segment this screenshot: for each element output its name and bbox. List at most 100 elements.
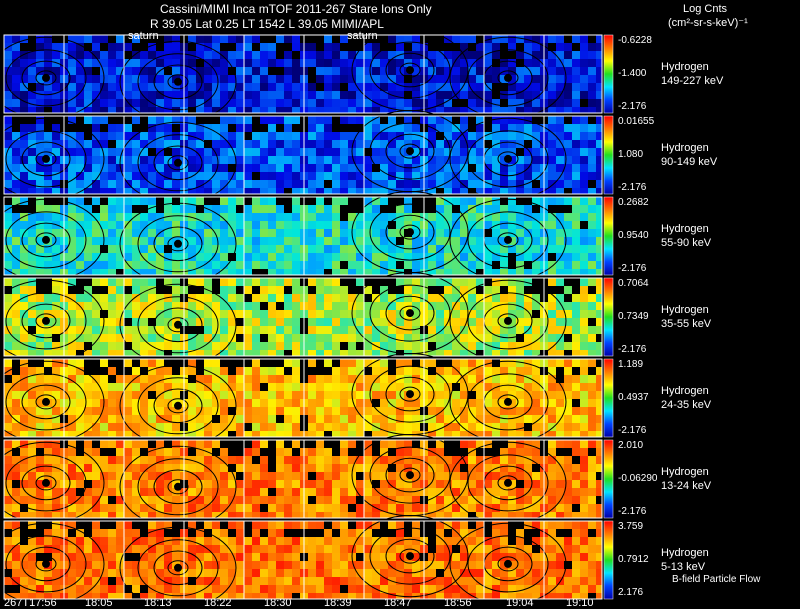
heatmap-cell	[100, 67, 108, 75]
heatmap-cell	[508, 375, 516, 383]
heatmap-cell	[348, 529, 356, 537]
contour-line	[385, 295, 435, 331]
heatmap-cell	[132, 59, 140, 67]
heatmap-cell	[28, 488, 36, 496]
heatmap-cell	[188, 407, 196, 415]
heatmap-cell	[28, 431, 36, 437]
heatmap-cell	[484, 440, 492, 448]
heatmap-cell	[148, 91, 156, 99]
heatmap-cell	[164, 188, 172, 194]
heatmap-cell	[44, 383, 52, 391]
heatmap-cell	[340, 172, 348, 180]
heatmap-cell	[284, 213, 292, 221]
heatmap-cell	[548, 318, 556, 326]
heatmap-cell	[516, 318, 524, 326]
heatmap-cell	[340, 375, 348, 383]
heatmap-cell	[252, 334, 260, 342]
heatmap-cell	[156, 237, 164, 245]
heatmap-cell	[548, 585, 556, 593]
heatmap-cell	[252, 75, 260, 83]
heatmap-cell	[508, 245, 516, 253]
heatmap-cell	[284, 91, 292, 99]
heatmap-cell	[84, 569, 92, 577]
heatmap-cell	[596, 423, 602, 431]
heatmap-cell	[28, 302, 36, 310]
heatmap-cell	[108, 237, 116, 245]
heatmap-cell	[340, 488, 348, 496]
heatmap-cell	[100, 456, 108, 464]
heatmap-cell	[76, 164, 84, 172]
heatmap-cell	[580, 423, 588, 431]
heatmap-cell	[324, 577, 332, 585]
heatmap-cell	[492, 188, 500, 194]
heatmap-cell	[76, 172, 84, 180]
heatmap-cell	[380, 261, 388, 269]
heatmap-cell	[12, 496, 20, 504]
heatmap-cell	[36, 124, 44, 132]
heatmap-cell	[436, 375, 444, 383]
heatmap-cell	[476, 229, 484, 237]
heatmap-cell	[572, 156, 580, 164]
heatmap-cell	[388, 245, 396, 253]
heatmap-cell	[36, 440, 44, 448]
heatmap-cell	[92, 245, 100, 253]
heatmap-cell	[548, 124, 556, 132]
heatmap-cell	[4, 480, 12, 488]
heatmap-cell	[324, 286, 332, 294]
heatmap-cell	[244, 180, 252, 188]
heatmap-cell	[68, 593, 76, 599]
heatmap-cell	[364, 91, 372, 99]
heatmap-cell	[236, 213, 244, 221]
heatmap-cell	[508, 213, 516, 221]
heatmap-cell	[460, 569, 468, 577]
heatmap-cell	[220, 423, 228, 431]
heatmap-cell	[548, 334, 556, 342]
heatmap-cell	[12, 278, 20, 286]
heatmap-cell	[108, 367, 116, 375]
heatmap-cell	[516, 310, 524, 318]
heatmap-cell	[396, 529, 404, 537]
heatmap-cell	[532, 415, 540, 423]
heatmap-cell	[484, 261, 492, 269]
heatmap-cell	[140, 140, 148, 148]
heatmap-cell	[396, 521, 404, 529]
heatmap-cell	[580, 67, 588, 75]
heatmap-cell	[292, 472, 300, 480]
heatmap-cell	[484, 456, 492, 464]
heatmap-cell	[332, 545, 340, 553]
heatmap-cell	[388, 164, 396, 172]
heatmap-cell	[20, 545, 28, 553]
energy-range-label: 13-24 keV	[661, 480, 712, 492]
heatmap-cell	[196, 229, 204, 237]
heatmap-cell	[172, 140, 180, 148]
heatmap-cell	[572, 197, 580, 205]
heatmap-cell	[268, 83, 276, 91]
heatmap-cell	[220, 197, 228, 205]
heatmap-cell	[508, 480, 516, 488]
heatmap-cell	[20, 75, 28, 83]
heatmap-cell	[348, 221, 356, 229]
heatmap-cell	[308, 43, 316, 51]
heatmap-cell	[516, 448, 524, 456]
heatmap-cell	[268, 124, 276, 132]
heatmap-cell	[116, 221, 124, 229]
heatmap-cell	[268, 180, 276, 188]
heatmap-cell	[132, 278, 140, 286]
heatmap-cell	[196, 148, 204, 156]
heatmap-cell	[36, 577, 44, 585]
heatmap-cell	[212, 124, 220, 132]
heatmap-cell	[516, 504, 524, 512]
heatmap-cell	[340, 245, 348, 253]
heatmap-cell	[388, 569, 396, 577]
heatmap-cell	[108, 132, 116, 140]
heatmap-cell	[116, 423, 124, 431]
heatmap-cell	[580, 334, 588, 342]
heatmap-cell	[188, 512, 196, 518]
heatmap-cell	[532, 383, 540, 391]
heatmap-cell	[268, 302, 276, 310]
heatmap-cell	[364, 553, 372, 561]
heatmap-cell	[460, 164, 468, 172]
colorbar-value-max: -0.6228	[618, 35, 652, 46]
heatmap-cell	[124, 302, 132, 310]
heatmap-cell	[276, 440, 284, 448]
